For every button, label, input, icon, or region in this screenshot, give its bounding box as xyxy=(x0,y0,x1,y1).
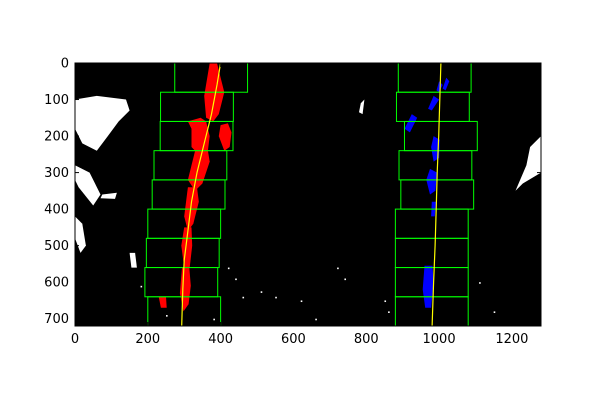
fitted-lines-layer xyxy=(181,62,442,327)
y-tick-label: 500 xyxy=(44,239,69,254)
x-tick-label: 200 xyxy=(135,332,160,347)
other-pixels-layer xyxy=(75,95,541,321)
other-pixel-blob xyxy=(100,192,117,199)
other-pixel-speck xyxy=(384,300,387,303)
right-lane-pixel-blob xyxy=(426,168,438,195)
other-pixel-speck xyxy=(235,278,237,281)
other-pixel-blob xyxy=(129,252,137,268)
y-tick-label: 300 xyxy=(44,166,69,181)
other-pixel-blob xyxy=(359,99,365,115)
other-pixel-speck xyxy=(315,318,317,321)
x-tick-label: 800 xyxy=(354,332,379,347)
x-tick-label: 1200 xyxy=(495,332,528,347)
other-pixel-speck xyxy=(300,300,303,303)
other-pixel-speck xyxy=(388,311,390,313)
other-pixel-speck xyxy=(166,315,168,317)
x-tick-label: 600 xyxy=(281,332,306,347)
other-pixel-speck xyxy=(493,311,496,313)
plot-area xyxy=(74,62,542,327)
right-lane-pixel-blob xyxy=(404,114,418,133)
left-fit-line xyxy=(181,62,222,327)
other-pixel-speck xyxy=(344,278,347,281)
other-pixel-speck xyxy=(260,291,263,293)
other-pixel-speck xyxy=(479,282,481,284)
other-pixel-speck xyxy=(213,318,215,321)
y-tick-label: 0 xyxy=(61,57,69,72)
x-axis: 0 200 400 600 800 1000 1200 xyxy=(71,63,528,347)
y-tick-label: 200 xyxy=(44,130,69,145)
left-lane-pixel-blob xyxy=(218,123,232,151)
x-tick-label: 400 xyxy=(208,332,233,347)
x-tick-label: 0 xyxy=(71,332,79,347)
left-lane-pixel-blob xyxy=(158,296,167,308)
other-pixel-blob xyxy=(515,136,541,191)
left-lane-pixel-blob xyxy=(187,150,210,191)
other-pixel-blob xyxy=(75,216,86,253)
plot-frame xyxy=(74,62,542,327)
other-pixel-blob xyxy=(75,165,101,206)
right-fit-line xyxy=(431,62,442,327)
other-pixel-speck xyxy=(275,296,277,299)
other-pixel-speck xyxy=(242,296,245,299)
y-tick-label: 100 xyxy=(44,93,69,108)
other-pixel-speck xyxy=(337,267,339,270)
other-pixel-blob xyxy=(75,95,130,151)
y-axis: 0 100 200 300 400 500 600 700 xyxy=(44,57,541,327)
y-tick-label: 700 xyxy=(44,312,69,327)
y-tick-label: 400 xyxy=(44,203,69,218)
right-lane-pixel-blob xyxy=(428,95,440,111)
other-pixel-speck xyxy=(140,285,143,288)
other-pixel-speck xyxy=(227,267,230,270)
y-tick-label: 600 xyxy=(44,276,69,291)
right-lane-pixel-blob xyxy=(442,77,450,91)
x-tick-label: 1000 xyxy=(423,332,456,347)
